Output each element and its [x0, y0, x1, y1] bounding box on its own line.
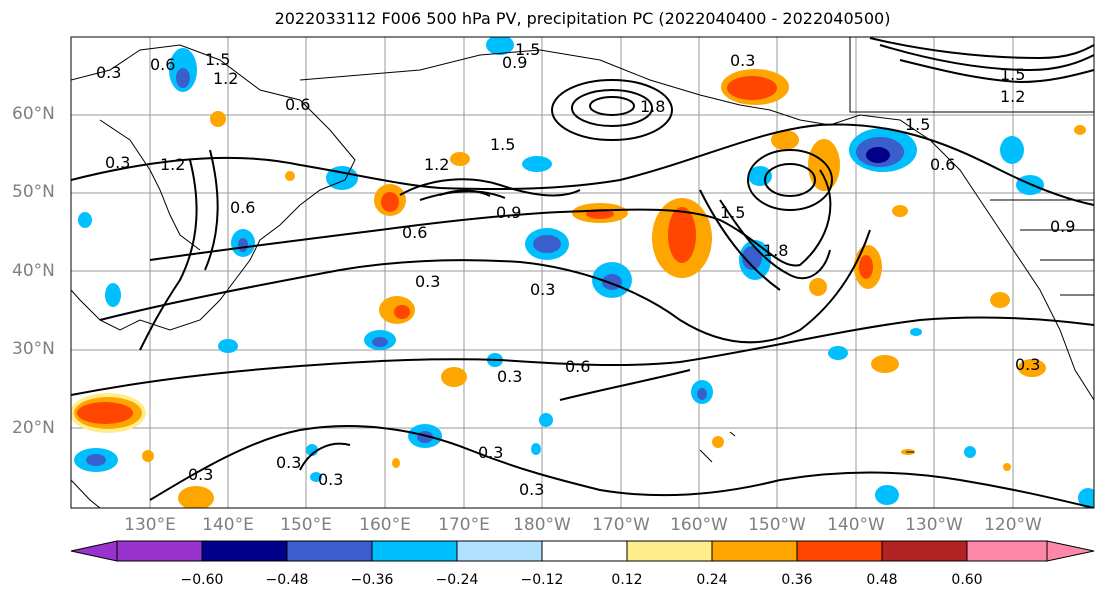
colorbar-tick-label: −0.12	[520, 572, 564, 588]
contour-label: 0.6	[402, 223, 427, 242]
contour-label: 0.6	[150, 55, 175, 74]
colorbar	[70, 540, 1095, 562]
contour-label: 0.3	[276, 453, 301, 472]
contour-label: 0.9	[496, 203, 521, 222]
colorbar-segment	[371, 540, 458, 562]
colorbar-segment	[541, 540, 628, 562]
contour-label: 0.3	[318, 470, 343, 489]
contour-label: 1.8	[763, 241, 788, 260]
colorbar-tick-label: 0.24	[696, 572, 728, 588]
colorbar-tick-label: 0.36	[781, 572, 813, 588]
colorbar-segment	[626, 540, 713, 562]
contour-label: 1.2	[160, 155, 185, 174]
latitude-label: 50°N	[12, 182, 55, 202]
contour-label: 0.3	[1015, 355, 1040, 374]
contour-label: 1.8	[640, 97, 665, 116]
longitude-label: 130°W	[905, 515, 963, 535]
map-frame	[70, 36, 1095, 509]
colorbar-over-triangle	[1046, 540, 1095, 562]
colorbar-tick-label: 0.60	[951, 572, 983, 588]
contour-label: 0.3	[530, 280, 555, 299]
contour-label: 1.5	[515, 40, 540, 59]
contour-label: 0.3	[415, 272, 440, 291]
colorbar-segment	[201, 540, 288, 562]
longitude-label: 140°W	[827, 515, 885, 535]
longitude-label: 160°W	[670, 515, 728, 535]
colorbar-segment	[881, 540, 968, 562]
contour-label: 1.5	[1000, 65, 1025, 84]
contour-label: 0.3	[497, 367, 522, 386]
colorbar-segment	[456, 540, 543, 562]
colorbar-tick-label: −0.60	[180, 572, 224, 588]
contour-label: 1.5	[205, 50, 230, 69]
contour-label: 0.3	[519, 480, 544, 499]
precip-anomaly-patches	[71, 37, 1094, 508]
latitude-label: 20°N	[12, 418, 55, 438]
longitude-label: 170°W	[592, 515, 650, 535]
contour-label: 0.3	[478, 443, 503, 462]
longitude-label: 140°E	[202, 515, 254, 535]
contour-label: 1.2	[1000, 87, 1025, 106]
coastlines	[71, 37, 1094, 508]
contour-labels: 0.3 0.6 1.5 1.2 0.6 1.2 0.3 0.6 0.9 1.5 …	[96, 40, 1075, 499]
colorbar-segment	[796, 540, 883, 562]
longitude-label: 130°E	[124, 515, 176, 535]
latitude-label: 60°N	[12, 104, 55, 124]
colorbar-under-triangle	[70, 540, 118, 562]
contour-label: 0.6	[565, 357, 590, 376]
contour-label: 0.3	[96, 63, 121, 82]
contour-label: 0.6	[230, 198, 255, 217]
map-background	[71, 37, 1094, 508]
colorbar-segment	[116, 540, 203, 562]
longitude-label: 180°W	[513, 515, 571, 535]
colorbar-segment	[286, 540, 373, 562]
map-title: 2022033112 F006 500 hPa PV, precipitatio…	[274, 9, 891, 28]
colorbar-tick-label: 0.12	[611, 572, 643, 588]
contour-label: 1.5	[490, 135, 515, 154]
longitude-label: 160°E	[359, 515, 411, 535]
contour-label: 0.3	[730, 51, 755, 70]
contour-label: 1.2	[424, 155, 449, 174]
contour-label: 0.9	[1050, 217, 1075, 236]
colorbar-segment	[966, 540, 1048, 562]
longitude-label: 170°E	[438, 515, 490, 535]
longitude-label: 120°W	[984, 515, 1042, 535]
contour-label: 0.6	[930, 155, 955, 174]
graticule	[71, 37, 1094, 508]
contour-label: 0.3	[105, 153, 130, 172]
pv-contours	[71, 37, 1094, 508]
longitude-label: 150°E	[280, 515, 332, 535]
colorbar-tick-label: −0.48	[265, 572, 309, 588]
longitude-label: 150°W	[748, 515, 806, 535]
latitude-label: 30°N	[12, 339, 55, 359]
contour-label: 1.5	[905, 115, 930, 134]
colorbar-tick-label: −0.24	[435, 572, 479, 588]
contour-label: 0.6	[285, 95, 310, 114]
colorbar-tick-label: 0.48	[866, 572, 898, 588]
colorbar-tick-label: −0.36	[350, 572, 394, 588]
contour-label: 1.2	[213, 69, 238, 88]
latitude-label: 40°N	[12, 261, 55, 281]
colorbar-segment	[711, 540, 798, 562]
contour-label: 1.5	[720, 203, 745, 222]
contour-label: 0.3	[188, 465, 213, 484]
contour-label: 0.9	[502, 53, 527, 72]
